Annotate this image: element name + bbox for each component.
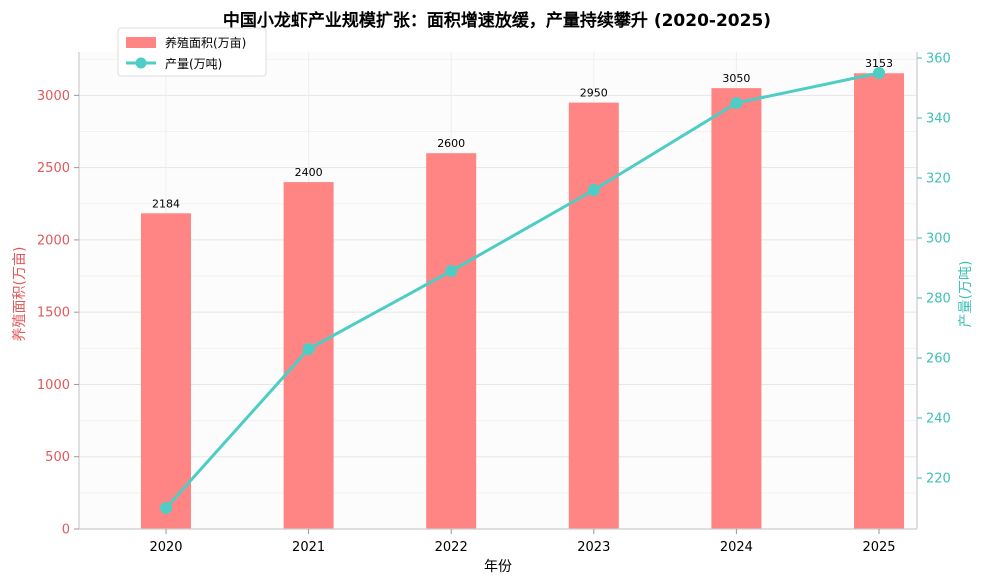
- y-right-tick-label: 300: [926, 232, 951, 247]
- line-point: [302, 343, 315, 355]
- legend: 养殖面积(万亩) 产量(万吨): [117, 27, 267, 77]
- legend-line-label: 产量(万吨): [165, 57, 222, 71]
- plot-background: [79, 52, 917, 529]
- y-right-tick-label: 240: [926, 412, 951, 427]
- line-point: [873, 67, 885, 79]
- bar-value-label: 2600: [437, 137, 465, 150]
- legend-bar-label: 养殖面积(万亩): [165, 35, 246, 50]
- y-right-tick-label: 260: [926, 352, 951, 367]
- x-tick-label: 2022: [435, 540, 468, 555]
- y-left-tick-label: 2500: [37, 161, 70, 176]
- line-point: [730, 97, 743, 109]
- bar: [283, 182, 334, 529]
- y-right-tick-label: 220: [926, 472, 951, 487]
- bar: [854, 73, 904, 530]
- y-right-tick-label: 280: [926, 292, 951, 307]
- y-right-tick-label: 360: [926, 52, 951, 67]
- y-right-tick-label: 320: [926, 172, 951, 187]
- y-left-tick-label: 500: [45, 450, 70, 465]
- bar: [426, 153, 477, 529]
- bar: [711, 88, 762, 530]
- x-tick-label: 2025: [862, 540, 895, 555]
- bar-value-label: 2400: [295, 166, 323, 179]
- y-right-tick-label: 340: [926, 112, 951, 127]
- y-left-tick-label: 1000: [37, 378, 70, 393]
- y-left-tick-label: 2000: [37, 233, 70, 248]
- y-left-tick-label: 0: [62, 523, 70, 538]
- bar-value-label: 2184: [152, 197, 180, 210]
- line-point: [445, 265, 458, 277]
- line-series: [164, 71, 881, 510]
- x-tick-label: 2021: [292, 540, 325, 555]
- legend-bar-swatch: [126, 37, 156, 48]
- bar: [141, 213, 191, 529]
- x-tick-label: 2023: [577, 540, 610, 555]
- y-axis-left-title: 养殖面积(万亩): [11, 247, 28, 342]
- y-left-tick-label: 3000: [37, 89, 70, 104]
- y-axis-right-title: 产量(万吨): [958, 261, 974, 328]
- bar-value-label: 2950: [580, 87, 608, 100]
- y-left-tick-label: 1500: [37, 306, 70, 321]
- line-point: [160, 502, 172, 514]
- bar: [568, 102, 619, 529]
- plot-area: 2184 2400 2600 2950 3050 3153 0 500 1000 1500 2000…: [37, 52, 951, 556]
- legend-line-marker: [135, 57, 147, 69]
- x-axis-title: 年份: [484, 559, 512, 575]
- line-point: [587, 184, 600, 196]
- bar-value-label: 3050: [722, 72, 750, 85]
- chart-title: 中国小龙虾产业规模扩张：面积增速放缓，产量持续攀升 (2020-2025): [223, 10, 771, 31]
- bar-value-label: 3153: [865, 57, 893, 70]
- x-tick-label: 2024: [720, 540, 753, 555]
- x-tick-label: 2020: [149, 540, 182, 555]
